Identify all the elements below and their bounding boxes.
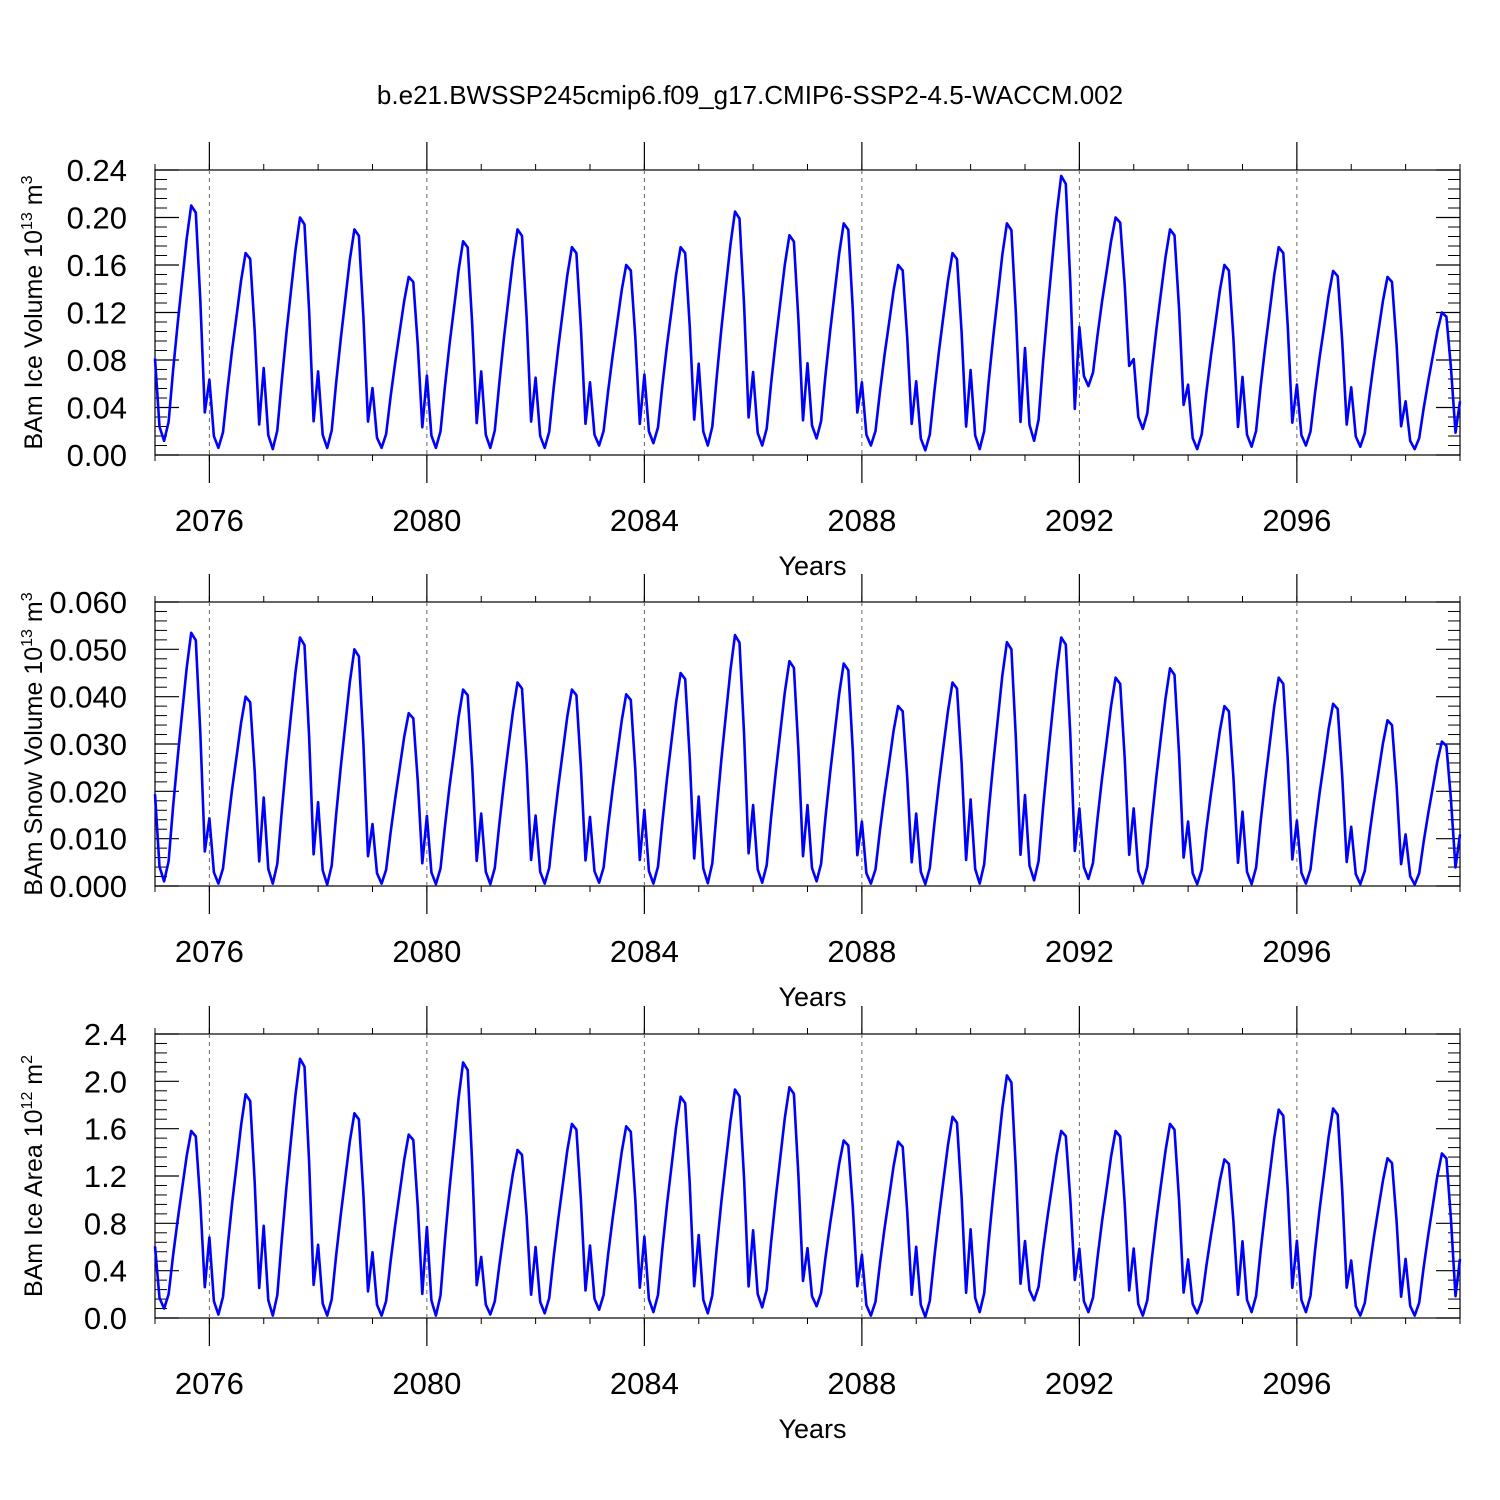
panel-3: 2076 2080 2084 2088 2092 2096 Years 0.0 0.4 0.8 1.… [19, 1006, 1462, 1444]
y-tick-label: 0.20 [67, 201, 127, 236]
x-tick-label: 2084 [610, 503, 679, 538]
x-tick-label: 2076 [175, 934, 244, 969]
y-tick-label: 1.2 [84, 1159, 127, 1194]
y-tick-label: 0.8 [84, 1206, 127, 1241]
x-tick-label: 2096 [1262, 503, 1331, 538]
y-tick-label: 0.030 [49, 727, 127, 762]
x-axis-label: Years [778, 551, 846, 581]
y-tick-label: 0.16 [67, 248, 127, 283]
series-line [153, 631, 1462, 886]
y-axis-label: BAm Ice Volume 1013 m3 [19, 175, 48, 449]
x-tick-label: 2076 [175, 503, 244, 538]
y-tick-label: 0.010 [49, 822, 127, 857]
plot-frame [154, 601, 1461, 887]
y-tick-label: 0.050 [49, 632, 127, 667]
x-tick-label: 2080 [392, 1366, 461, 1401]
y-tick-label: 0.0 [84, 1301, 127, 1336]
x-tick-label: 2076 [175, 1366, 244, 1401]
y-tick-label: 0.08 [67, 343, 127, 378]
x-tick-label: 2092 [1045, 503, 1114, 538]
y-tick-label: 2.0 [84, 1064, 127, 1099]
x-tick-label: 2088 [827, 1366, 896, 1401]
y-tick-label: 0.040 [49, 680, 127, 715]
y-axis-label: BAm Snow Volume 1013 m3 [19, 592, 48, 895]
y-tick-label: 0.24 [67, 153, 127, 188]
y-tick-label: 0.04 [67, 391, 127, 426]
panel-2: 2076 2080 2084 2088 2092 2096 Years 0.000 0.010 0… [19, 574, 1462, 1012]
y-tick-label: 1.6 [84, 1112, 127, 1147]
x-axis-label: Years [778, 982, 846, 1012]
y-tick-label: 0.020 [49, 774, 127, 809]
x-tick-label: 2096 [1262, 1366, 1331, 1401]
x-tick-label: 2080 [392, 934, 461, 969]
x-tick-label: 2088 [827, 503, 896, 538]
series-line [153, 1057, 1462, 1319]
y-tick-label: 0.060 [49, 585, 127, 620]
x-tick-label: 2092 [1045, 1366, 1114, 1401]
plot-frame [154, 169, 1461, 456]
plot-frame [154, 1033, 1461, 1319]
y-tick-label: 2.4 [84, 1017, 127, 1052]
x-tick-label: 2088 [827, 934, 896, 969]
y-tick-label: 0.12 [67, 296, 127, 331]
y-axis-label: BAm Ice Area 1012 m2 [19, 1055, 48, 1297]
x-tick-label: 2084 [610, 934, 679, 969]
x-tick-label: 2096 [1262, 934, 1331, 969]
x-tick-label: 2092 [1045, 934, 1114, 969]
y-tick-label: 0.000 [49, 869, 127, 904]
figure-title: b.e21.BWSSP245cmip6.f09_g17.CMIP6-SSP2-4… [376, 80, 1124, 110]
series-line [153, 174, 1462, 452]
panel-1: 2076 2080 2084 2088 2092 2096 Years 0.00 0.04 0.0… [19, 142, 1462, 581]
y-tick-label: 0.4 [84, 1254, 127, 1289]
x-tick-label: 2084 [610, 1366, 679, 1401]
x-axis-label: Years [778, 1414, 846, 1444]
y-tick-label: 0.00 [67, 438, 127, 473]
x-tick-label: 2080 [392, 503, 461, 538]
